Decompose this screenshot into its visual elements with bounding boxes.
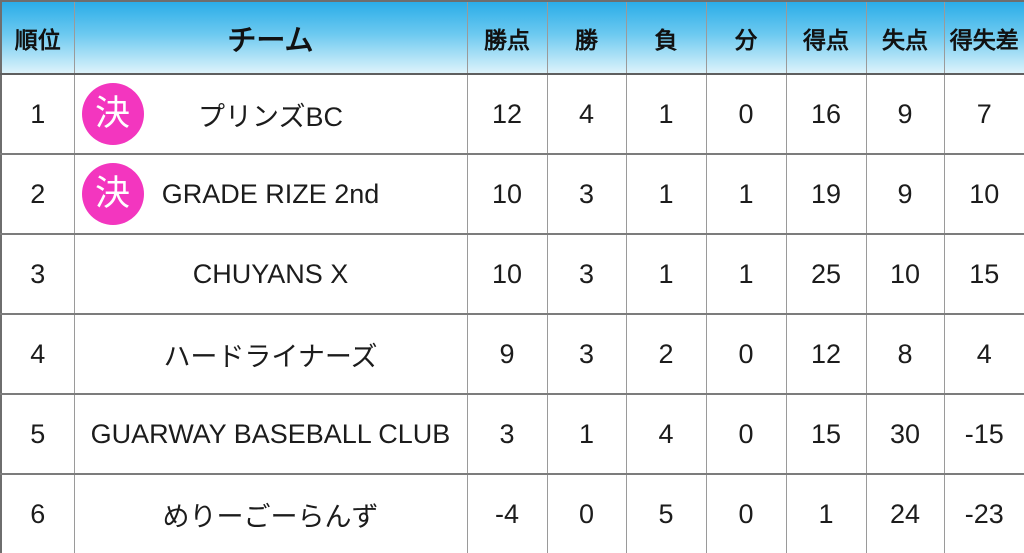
header-diff: 得失差 [943, 0, 1024, 75]
diff-cell: 7 [943, 73, 1024, 155]
diff-cell: 10 [943, 153, 1024, 235]
header-conceded: 失点 [865, 0, 945, 75]
header-rank: 順位 [0, 0, 75, 75]
team-name: めりーごーらんず [162, 501, 379, 532]
points-cell: 10 [466, 233, 548, 315]
conceded-cell: 24 [865, 473, 945, 553]
team-name: プリンズBC [198, 101, 343, 132]
table-row: 4 ハードライナーズ 9 3 2 0 12 8 4 [0, 313, 1024, 395]
team-name: GUARWAY BASEBALL CLUB [90, 418, 451, 449]
scored-cell: 16 [785, 73, 867, 155]
losses-cell: 4 [625, 393, 707, 475]
rank-cell: 3 [0, 233, 75, 315]
table-body: 1 決 プリンズBC 12 4 1 0 16 9 7 2 決 GRADE RIZ… [0, 73, 1024, 553]
table-row: 2 決 GRADE RIZE 2nd 10 3 1 1 19 9 10 [0, 153, 1024, 235]
table-row: 3 CHUYANS X 10 3 1 1 25 10 15 [0, 233, 1024, 315]
points-cell: 3 [466, 393, 548, 475]
draws-cell: 0 [705, 473, 787, 553]
rank-cell: 1 [0, 73, 75, 155]
losses-cell: 1 [625, 73, 707, 155]
points-cell: 12 [466, 73, 548, 155]
scored-cell: 12 [785, 313, 867, 395]
scored-cell: 1 [785, 473, 867, 553]
header-wins: 勝 [546, 0, 627, 75]
rank-cell: 2 [0, 153, 75, 235]
conceded-cell: 9 [865, 73, 945, 155]
header-team: チーム [73, 0, 468, 75]
draws-cell: 0 [705, 73, 787, 155]
conceded-cell: 9 [865, 153, 945, 235]
header-draws: 分 [705, 0, 787, 75]
scored-cell: 15 [785, 393, 867, 475]
table-row: 1 決 プリンズBC 12 4 1 0 16 9 7 [0, 73, 1024, 155]
points-cell: -4 [466, 473, 548, 553]
conceded-cell: 10 [865, 233, 945, 315]
qualified-badge: 決 [81, 163, 144, 225]
rank-cell: 5 [0, 393, 75, 475]
draws-cell: 0 [705, 313, 787, 395]
draws-cell: 0 [705, 393, 787, 475]
team-cell: 決 GRADE RIZE 2nd [73, 153, 468, 235]
losses-cell: 5 [625, 473, 707, 553]
table-header: 順位 チーム 勝点 勝 負 分 得点 失点 得失差 [0, 0, 1024, 75]
conceded-cell: 8 [865, 313, 945, 395]
qualified-badge: 決 [81, 83, 144, 145]
table-row: 5 GUARWAY BASEBALL CLUB 3 1 4 0 15 30 -1… [0, 393, 1024, 475]
diff-cell: 15 [943, 233, 1024, 315]
rank-cell: 4 [0, 313, 75, 395]
points-cell: 9 [466, 313, 548, 395]
team-cell: 決 プリンズBC [73, 73, 468, 155]
diff-cell: -15 [943, 393, 1024, 475]
diff-cell: 4 [943, 313, 1024, 395]
header-scored: 得点 [785, 0, 867, 75]
losses-cell: 2 [625, 313, 707, 395]
losses-cell: 1 [625, 153, 707, 235]
team-cell: ハードライナーズ [73, 313, 468, 395]
wins-cell: 1 [546, 393, 627, 475]
team-cell: CHUYANS X [73, 233, 468, 315]
wins-cell: 3 [546, 153, 627, 235]
wins-cell: 3 [546, 313, 627, 395]
wins-cell: 3 [546, 233, 627, 315]
rank-cell: 6 [0, 473, 75, 553]
losses-cell: 1 [625, 233, 707, 315]
points-cell: 10 [466, 153, 548, 235]
team-name: ハードライナーズ [163, 341, 378, 372]
draws-cell: 1 [705, 233, 787, 315]
diff-cell: -23 [943, 473, 1024, 553]
header-losses: 負 [625, 0, 707, 75]
header-row: 順位 チーム 勝点 勝 負 分 得点 失点 得失差 [0, 0, 1024, 75]
team-cell: めりーごーらんず [73, 473, 468, 553]
scored-cell: 19 [785, 153, 867, 235]
header-points: 勝点 [466, 0, 548, 75]
wins-cell: 4 [546, 73, 627, 155]
draws-cell: 1 [705, 153, 787, 235]
table-row: 6 めりーごーらんず -4 0 5 0 1 24 -23 [0, 473, 1024, 553]
wins-cell: 0 [546, 473, 627, 553]
team-cell: GUARWAY BASEBALL CLUB [73, 393, 468, 475]
team-name: CHUYANS X [192, 258, 349, 289]
team-name: GRADE RIZE 2nd [161, 178, 380, 209]
scored-cell: 25 [785, 233, 867, 315]
conceded-cell: 30 [865, 393, 945, 475]
